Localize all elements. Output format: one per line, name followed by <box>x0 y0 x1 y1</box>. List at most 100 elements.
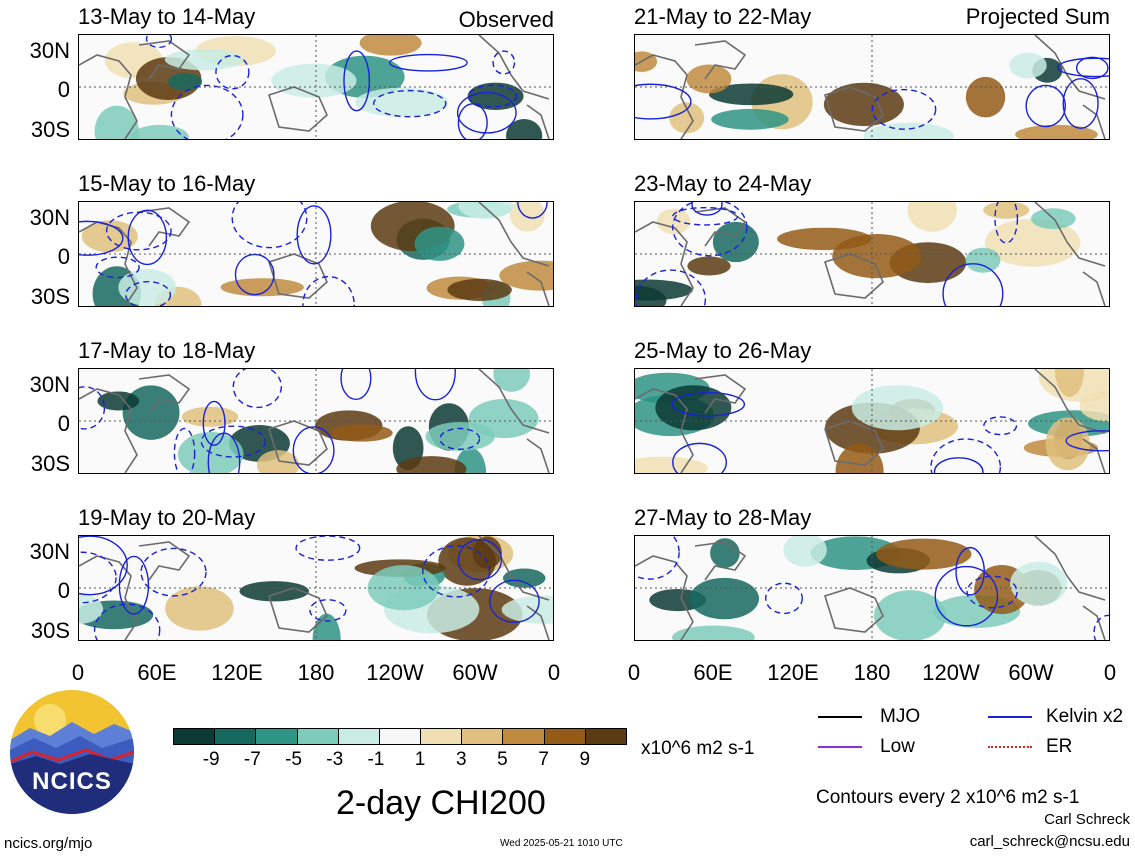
panel-title-7: 25-May to 26-May <box>634 338 812 363</box>
colorbar-swatch <box>502 728 545 745</box>
ncics-logo-text: NCICS <box>32 768 112 795</box>
kelvin-contour <box>994 202 1019 244</box>
anomaly-shading <box>220 278 304 297</box>
anomaly-shading <box>689 577 760 620</box>
map-panel-3-plot <box>79 369 553 473</box>
kelvin-contour <box>95 256 140 279</box>
kelvin-contour <box>492 50 516 75</box>
x-tick-right-180: 180 <box>853 660 891 685</box>
map-panel-8 <box>634 535 1110 641</box>
map-panel-7-plot <box>635 369 1109 473</box>
anomaly-shading <box>425 421 495 452</box>
kelvin-contour <box>202 400 226 446</box>
map-panel-1 <box>78 34 554 140</box>
map-panel-7 <box>634 368 1110 474</box>
kelvin-contour <box>489 579 540 623</box>
x-tick-right-0: 0 <box>627 660 641 685</box>
kelvin-contour <box>635 269 707 306</box>
kelvin-contour <box>340 369 372 401</box>
kelvin-contour <box>635 536 680 580</box>
kelvin-contour <box>671 391 746 417</box>
colorbar-swatch <box>296 728 339 745</box>
kelvin-contour <box>933 457 984 473</box>
panel-title-3: 17-May to 18-May <box>78 338 256 363</box>
coastline <box>138 541 191 581</box>
kelvin-contour <box>79 551 117 604</box>
colorbar-label: 1 <box>414 749 426 770</box>
kelvin-contour <box>295 536 361 561</box>
anomaly-shading <box>447 278 512 301</box>
anomaly-shading <box>165 586 234 631</box>
chart-title: 2-day CHI200 <box>336 784 546 822</box>
kelvin-contour <box>170 84 244 139</box>
kelvin-contour <box>1057 57 1109 78</box>
anomaly-shading <box>414 226 465 261</box>
kelvin-contour <box>672 442 728 473</box>
anomaly-shading <box>359 35 422 56</box>
x-tick-right-120e: 120E <box>767 660 819 685</box>
colorbar <box>173 728 627 745</box>
kelvin-contour <box>942 263 1004 306</box>
kelvin-contour <box>457 103 488 139</box>
map-panel-5 <box>634 34 1110 140</box>
anomaly-shading <box>687 256 731 276</box>
map-panel-4 <box>78 535 554 641</box>
legend-low-line <box>818 746 862 748</box>
kelvin-contour <box>1065 430 1109 452</box>
y-tick-0-3: 0 <box>57 411 70 436</box>
anomaly-shading <box>851 385 944 431</box>
anomaly-shading <box>502 568 546 588</box>
panel-title-2: 15-May to 16-May <box>78 171 256 196</box>
anomaly-shading <box>1010 561 1068 606</box>
anomaly-shading <box>876 538 972 570</box>
y-tick-30n-2: 30N <box>29 205 70 230</box>
y-tick-0-2: 0 <box>57 244 70 269</box>
anomaly-shading <box>1055 369 1085 397</box>
anomaly-shading <box>79 594 104 624</box>
x-tick-right-60e: 60E <box>693 660 733 685</box>
anomaly-shading <box>907 202 957 232</box>
anomaly-shading <box>239 581 309 602</box>
kelvin-contour <box>691 202 723 216</box>
map-panel-3 <box>78 368 554 474</box>
kelvin-contour <box>125 280 172 306</box>
colorbar-label: 5 <box>497 749 508 770</box>
site-link[interactable]: ncics.org/mjo <box>4 835 93 852</box>
kelvin-contour <box>871 88 937 130</box>
colorbar-swatch <box>337 728 380 745</box>
kelvin-contour <box>232 369 283 409</box>
y-tick-30s-4: 30S <box>30 618 70 643</box>
y-tick-30s-1: 30S <box>30 117 70 142</box>
coastline <box>138 40 191 80</box>
map-panel-2-plot <box>79 202 553 306</box>
observed-tag: Observed <box>458 7 554 32</box>
kelvin-contour <box>118 555 150 615</box>
kelvin-contour <box>467 84 518 108</box>
anomaly-shading <box>863 122 954 139</box>
kelvin-contour <box>765 582 803 615</box>
coastline <box>635 221 694 306</box>
map-panel-6 <box>634 201 1110 307</box>
map-panel-1-plot <box>79 35 553 139</box>
anomaly-shading <box>874 590 947 640</box>
x-tick-left-0: 0 <box>71 660 85 685</box>
kelvin-contour <box>234 253 275 296</box>
kelvin-contour <box>389 53 468 72</box>
panel-title-8: 27-May to 28-May <box>634 505 812 530</box>
x-tick-left-0-end: 0 <box>547 660 561 685</box>
x-tick-left-120w: 120W <box>366 660 424 685</box>
x-tick-right-60w: 60W <box>1008 660 1054 685</box>
anomaly-shading <box>164 48 244 71</box>
anomaly-shading <box>499 260 553 291</box>
colorbar-label: 7 <box>538 749 549 770</box>
anomaly-shading <box>655 385 732 431</box>
x-tick-left-60e: 60E <box>137 660 177 685</box>
kelvin-contour <box>145 35 173 49</box>
anomaly-shading <box>712 221 759 263</box>
anomaly-shading <box>985 218 1081 267</box>
x-tick-left-120e: 120E <box>211 660 263 685</box>
coastline <box>635 388 694 473</box>
coastline <box>635 555 694 640</box>
anomaly-shading <box>965 247 1001 273</box>
colorbar-swatch <box>543 728 586 745</box>
